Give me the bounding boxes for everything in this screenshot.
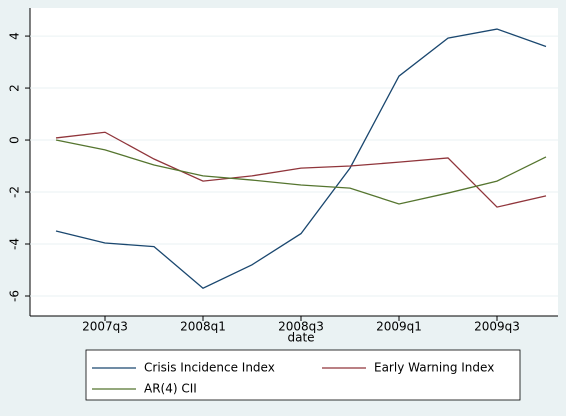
y-tick-label: -4	[8, 238, 22, 250]
y-tick-label: -6	[8, 290, 22, 302]
y-tick-label: -2	[8, 186, 22, 198]
series-line	[55, 28, 547, 289]
x-tick-label: 2007q3	[82, 320, 128, 334]
legend	[85, 349, 521, 401]
x-tick-label: 2008q3	[278, 320, 324, 334]
legend-label: AR(4) CII	[144, 382, 197, 396]
x-tick-label: 2009q1	[376, 320, 422, 334]
x-axis-label: date	[287, 331, 314, 345]
series-line	[55, 139, 547, 205]
y-tick-label: 4	[8, 32, 22, 40]
y-tick-label: 0	[8, 136, 22, 144]
y-tick-label: 2	[8, 84, 22, 92]
x-tick-label: 2009q3	[474, 320, 520, 334]
plot-area	[30, 8, 558, 316]
legend-label: Crisis Incidence Index	[144, 361, 275, 375]
series-line	[55, 131, 547, 208]
x-tick-label: 2008q1	[180, 320, 226, 334]
legend-label: Early Warning Index	[374, 361, 494, 375]
